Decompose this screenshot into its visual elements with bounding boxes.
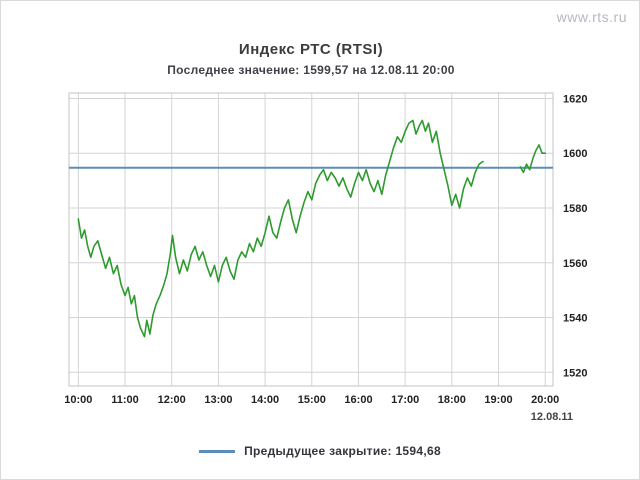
x-axis-tick-label: 14:00: [251, 394, 279, 406]
chart-subtitle: Последнее значение: 1599,57 на 12.08.11 …: [167, 63, 455, 77]
x-axis-tick-label: 18:00: [438, 394, 466, 406]
x-axis-tick-label: 17:00: [391, 394, 419, 406]
x-axis-tick-label: 12:00: [158, 394, 186, 406]
y-axis-tick-label: 1580: [563, 203, 587, 215]
x-axis-tick-label: 11:00: [111, 394, 139, 406]
y-axis-tick-label: 1560: [563, 258, 587, 270]
x-axis-tick-label: 13:00: [204, 394, 232, 406]
previous-close-line-swatch: [199, 449, 236, 453]
y-axis-tick-label: 1620: [563, 94, 587, 106]
previous-close-legend-label: Предыдущее закрытие: 1594,68: [244, 444, 441, 458]
x-axis-tick-label: 15:00: [298, 394, 326, 406]
y-axis-tick-label: 1520: [563, 367, 587, 379]
y-axis-tick-label: 1540: [563, 313, 587, 325]
chart-title: Индекс РТС (RTSI): [238, 41, 384, 58]
site-watermark: www.rts.ru: [556, 9, 627, 25]
x-axis-tick-label: 16:00: [344, 394, 372, 406]
x-axis-tick-label: 19:00: [484, 394, 512, 406]
legend: Предыдущее закрытие: 1594,68: [1, 444, 639, 458]
y-axis-tick-label: 1600: [563, 148, 587, 160]
x-axis-tick-label: 20:00: [531, 394, 559, 406]
axis-date-label: 12.08.11: [530, 411, 573, 423]
x-axis-tick-label: 10:00: [64, 394, 92, 406]
price-line-chart: 10:00 11:00 12:00 13:00 14:00 15:00 16:00 17:00…: [64, 92, 587, 406]
